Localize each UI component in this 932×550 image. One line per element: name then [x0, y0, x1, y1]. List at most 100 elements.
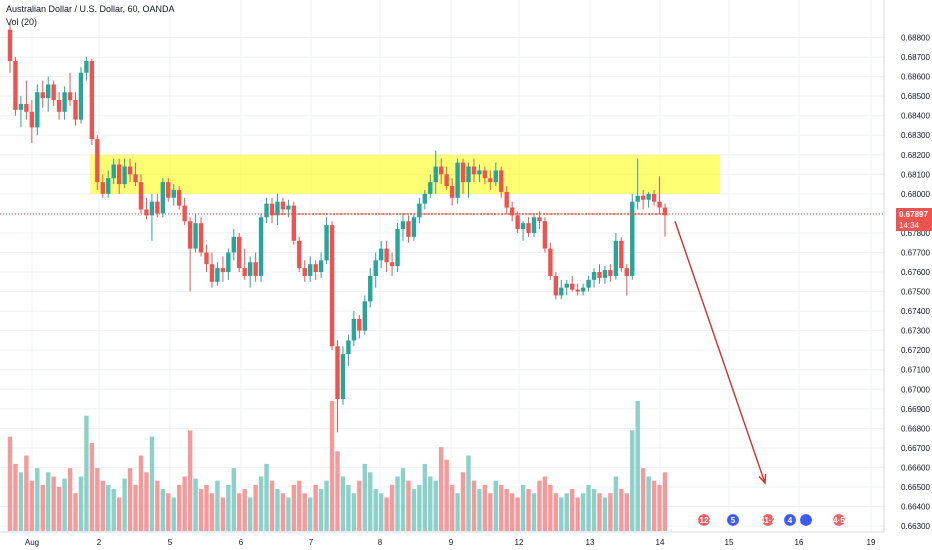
volume-bar — [575, 497, 580, 531]
volume-bar — [247, 497, 253, 531]
candle-body — [378, 248, 384, 261]
candle-body — [580, 287, 586, 292]
volume-bar — [657, 484, 662, 531]
volume-bar — [335, 451, 340, 531]
candle — [220, 256, 226, 282]
y-tick-label: 0.68300 — [901, 131, 930, 140]
event-badge-au-1[interactable]: 5 — [725, 512, 741, 528]
candle — [346, 334, 351, 366]
volume-bar — [395, 476, 400, 531]
y-tick-label: 0.66700 — [901, 444, 930, 453]
candle — [455, 158, 460, 204]
volume-bar — [308, 497, 313, 531]
volume-bar — [155, 480, 160, 531]
volume-bar — [116, 497, 122, 531]
candle-body — [324, 225, 329, 261]
candle — [253, 252, 258, 282]
candle-body — [351, 318, 357, 341]
time-axis[interactable]: Aug 2 5 6 7 8 9 12 13 14 15 16 19 — [0, 531, 884, 547]
x-tick-label: 2 — [97, 538, 102, 547]
candle-body — [395, 229, 400, 267]
volume-bar — [187, 430, 193, 531]
x-tick-label: 9 — [449, 538, 454, 547]
event-badge-au-2[interactable]: 4 — [782, 512, 798, 528]
volume-bar — [138, 455, 144, 531]
y-tick-label: 0.66900 — [901, 405, 930, 414]
candle-body — [122, 166, 127, 185]
volume-bar — [630, 430, 635, 531]
candle — [619, 236, 624, 273]
volume-bar — [362, 463, 367, 531]
volume-bar — [455, 493, 460, 531]
candle-body — [493, 170, 498, 183]
candle — [116, 158, 122, 194]
projection-arrow-line — [674, 220, 766, 484]
candle — [575, 283, 580, 296]
volume-bar — [559, 497, 564, 531]
candle-body — [619, 240, 624, 269]
candle — [182, 197, 187, 226]
volume-bar — [389, 484, 395, 531]
y-tick-label: 0.68000 — [901, 190, 930, 199]
candle-body — [177, 189, 182, 206]
volume-bar — [171, 497, 176, 531]
candle — [144, 197, 149, 220]
event-badge-us-2[interactable]: 41·2 — [760, 512, 777, 528]
candle-body — [591, 272, 597, 280]
volume-bar — [646, 476, 651, 531]
candle — [204, 244, 209, 273]
candle-body — [258, 217, 264, 276]
event-badges[interactable]: 5·12·2 5 41·2 4 4·5 — [692, 512, 847, 528]
price-axis[interactable]: 0.68800 0.68700 0.68600 0.68500 0.68400 0.683… — [883, 0, 930, 532]
symbol-title: Australian Dollar / U.S. Dollar, 60, OAN… — [6, 4, 175, 14]
y-tick-label: 0.67100 — [901, 366, 930, 375]
candlesticks — [7, 21, 668, 433]
candle — [657, 176, 662, 214]
x-tick-label: 16 — [795, 538, 804, 547]
volume-bar — [313, 484, 318, 531]
candle — [269, 197, 275, 224]
candle-body — [428, 182, 433, 194]
volume-bar — [182, 476, 187, 531]
volume-bar — [127, 468, 133, 531]
candle-body — [35, 92, 40, 128]
candle-body — [269, 203, 275, 216]
candle-body — [237, 236, 242, 269]
candle-body — [313, 264, 318, 273]
candle — [166, 178, 171, 202]
y-tick-label: 0.68700 — [901, 53, 930, 62]
candle-body — [400, 221, 406, 230]
event-badge-au-3[interactable] — [798, 512, 814, 528]
volume-bar — [18, 472, 24, 531]
volume-bar — [67, 468, 73, 531]
event-badge-us-3[interactable]: 4·5 — [831, 512, 847, 528]
candle-body — [515, 215, 520, 230]
candle — [635, 158, 640, 210]
candle-body — [575, 289, 580, 292]
volume-indicator-label[interactable]: Vol (20) — [6, 17, 38, 27]
event-badge-us-1[interactable]: 5·12·2 — [692, 512, 716, 528]
event-badge-label: 5·12·2 — [692, 516, 716, 525]
candle-body — [247, 262, 253, 276]
candle-body — [24, 103, 29, 112]
candle-body — [520, 223, 526, 230]
countdown-tag-value: 14:34 — [899, 221, 920, 230]
candle — [526, 217, 531, 237]
candle — [329, 221, 335, 351]
candle — [177, 186, 182, 210]
volume-bar — [608, 493, 613, 531]
candle-body — [116, 164, 122, 185]
event-badge-circle — [782, 512, 798, 528]
volume-bar — [548, 484, 553, 531]
candle-body — [640, 195, 646, 200]
candle — [308, 256, 313, 282]
candle — [160, 178, 166, 218]
y-tick-label: 0.67300 — [901, 327, 930, 336]
volume-bar — [411, 489, 417, 531]
candle-body — [444, 174, 449, 187]
event-badge-label: 4·5 — [833, 516, 845, 525]
resistance-zone — [90, 154, 720, 194]
candle — [613, 232, 619, 280]
candle-body — [193, 223, 198, 249]
